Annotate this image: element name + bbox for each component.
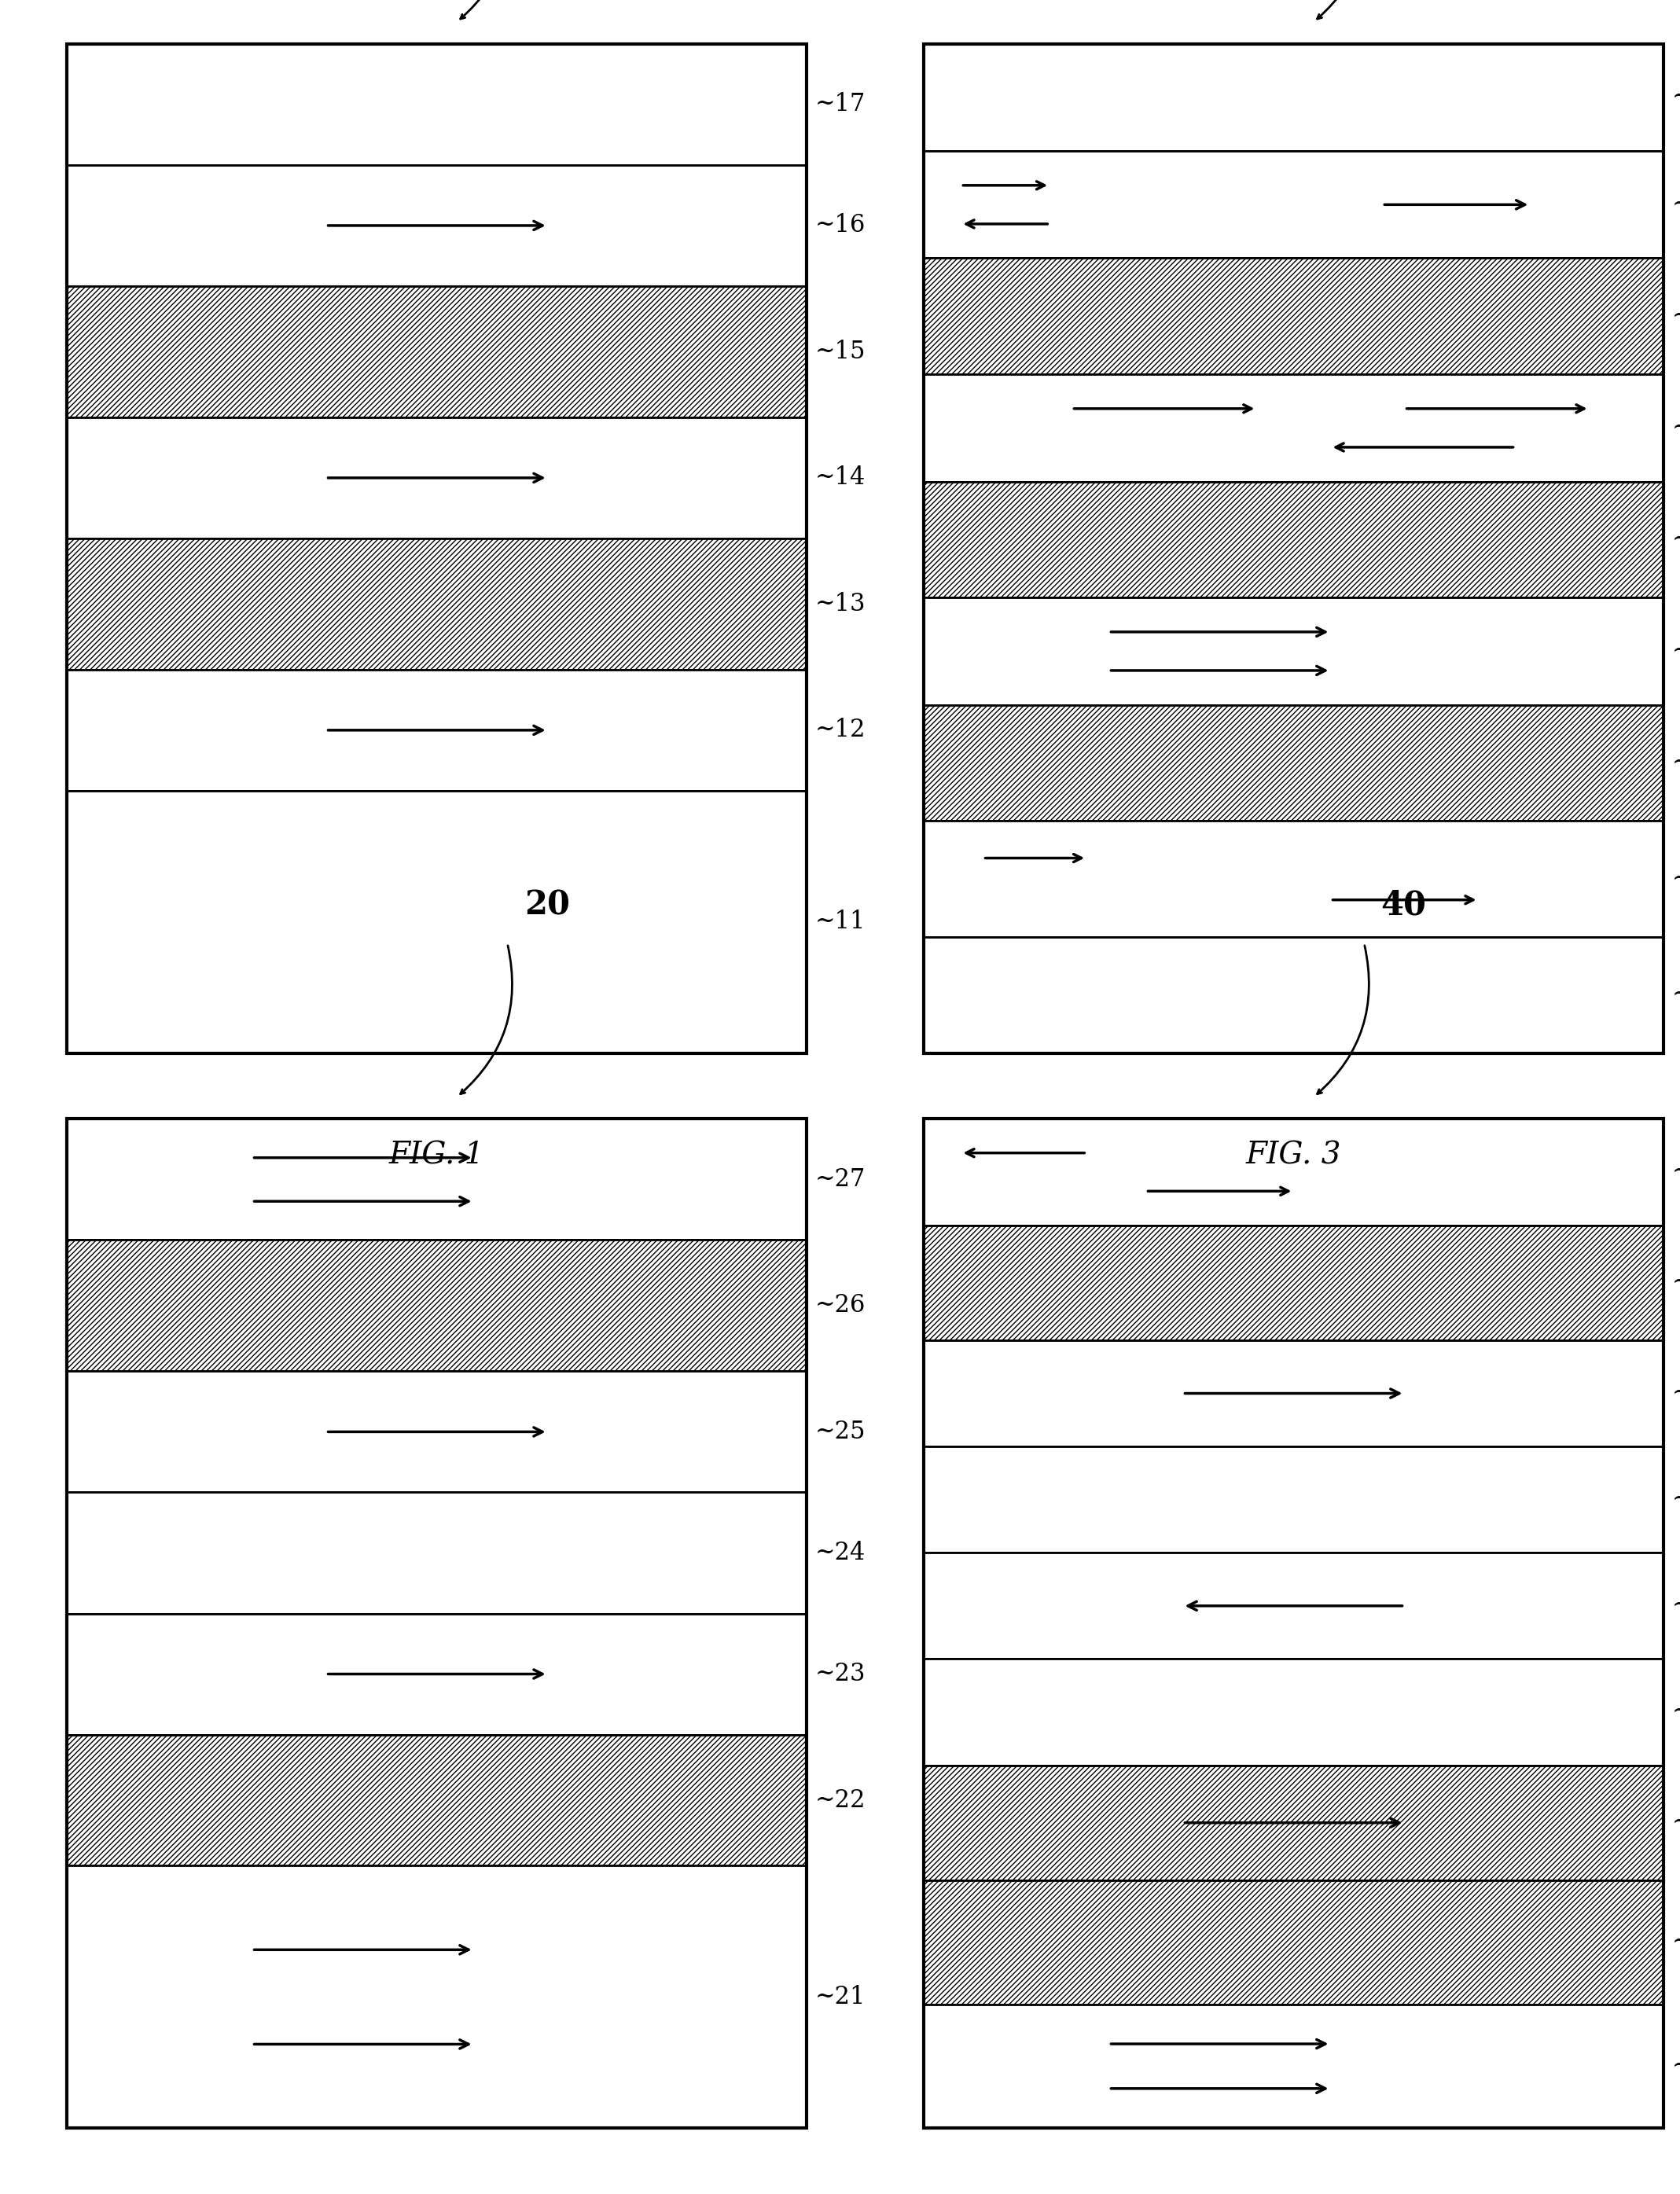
Text: ~15: ~15 xyxy=(815,340,865,364)
Text: ~24: ~24 xyxy=(815,1540,865,1564)
Bar xyxy=(924,259,1663,375)
Bar xyxy=(924,1553,1663,1659)
Text: ~14: ~14 xyxy=(815,465,865,489)
Bar xyxy=(67,1735,806,1865)
Bar xyxy=(924,937,1663,1053)
Text: ~48: ~48 xyxy=(1672,1270,1680,1294)
Bar xyxy=(67,1492,806,1613)
Bar xyxy=(924,1659,1663,1766)
Bar xyxy=(67,1371,806,1492)
Text: ~35: ~35 xyxy=(1672,527,1680,551)
Bar xyxy=(924,1766,1663,1880)
Text: ~36: ~36 xyxy=(1672,415,1680,441)
Bar xyxy=(67,538,806,669)
Bar xyxy=(67,165,806,285)
Text: ~13: ~13 xyxy=(815,592,865,617)
Bar xyxy=(924,1224,1663,1341)
Bar xyxy=(67,669,806,790)
Text: 40: 40 xyxy=(1381,889,1426,921)
Text: ~45: ~45 xyxy=(1672,1593,1680,1617)
Text: ~11: ~11 xyxy=(815,911,865,935)
Bar xyxy=(924,151,1663,259)
Text: ~33: ~33 xyxy=(1672,750,1680,774)
Text: ~16: ~16 xyxy=(815,213,865,237)
Bar xyxy=(67,1865,806,2128)
Text: ~46: ~46 xyxy=(1672,1488,1680,1512)
Bar xyxy=(67,1119,806,1240)
Text: ~44: ~44 xyxy=(1672,1700,1680,1724)
Text: ~31: ~31 xyxy=(1672,983,1680,1007)
Text: ~27: ~27 xyxy=(815,1167,865,1191)
Text: ~34: ~34 xyxy=(1672,638,1680,663)
Bar xyxy=(924,480,1663,597)
Bar xyxy=(924,1446,1663,1553)
Text: ~23: ~23 xyxy=(815,1661,865,1687)
Text: ~25: ~25 xyxy=(815,1420,865,1444)
Text: ~42: ~42 xyxy=(1672,1931,1680,1955)
Text: ~21: ~21 xyxy=(815,1986,865,2010)
Bar xyxy=(924,821,1663,937)
Bar xyxy=(924,1880,1663,2005)
Text: ~41: ~41 xyxy=(1672,2054,1680,2078)
Bar xyxy=(924,597,1663,704)
Bar xyxy=(924,1119,1663,1224)
Bar xyxy=(924,44,1663,1053)
Text: ~49: ~49 xyxy=(1672,1161,1680,1185)
Bar xyxy=(67,285,806,417)
Bar xyxy=(924,44,1663,151)
Bar xyxy=(924,2005,1663,2128)
Bar xyxy=(67,44,806,165)
Text: ~22: ~22 xyxy=(815,1788,865,1812)
Bar xyxy=(67,1613,806,1735)
Bar xyxy=(67,1240,806,1371)
Text: ~37: ~37 xyxy=(1672,305,1680,329)
Bar xyxy=(67,44,806,1053)
Text: ~17: ~17 xyxy=(815,92,865,116)
Text: FIG. 3: FIG. 3 xyxy=(1247,1141,1341,1169)
Text: FIG. 1: FIG. 1 xyxy=(390,1141,484,1169)
Text: ~39: ~39 xyxy=(1672,86,1680,110)
Bar xyxy=(924,704,1663,821)
Text: 20: 20 xyxy=(524,889,570,921)
Bar xyxy=(924,1119,1663,2128)
Text: ~32: ~32 xyxy=(1672,867,1680,891)
Bar xyxy=(67,790,806,1053)
Bar xyxy=(67,1119,806,2128)
Text: ~38: ~38 xyxy=(1672,193,1680,217)
Text: ~26: ~26 xyxy=(815,1294,865,1319)
Text: ~43: ~43 xyxy=(1672,1810,1680,1834)
Text: ~12: ~12 xyxy=(815,717,865,742)
Text: ~47: ~47 xyxy=(1672,1382,1680,1406)
Bar xyxy=(924,375,1663,480)
Bar xyxy=(67,417,806,538)
Bar xyxy=(924,1341,1663,1446)
